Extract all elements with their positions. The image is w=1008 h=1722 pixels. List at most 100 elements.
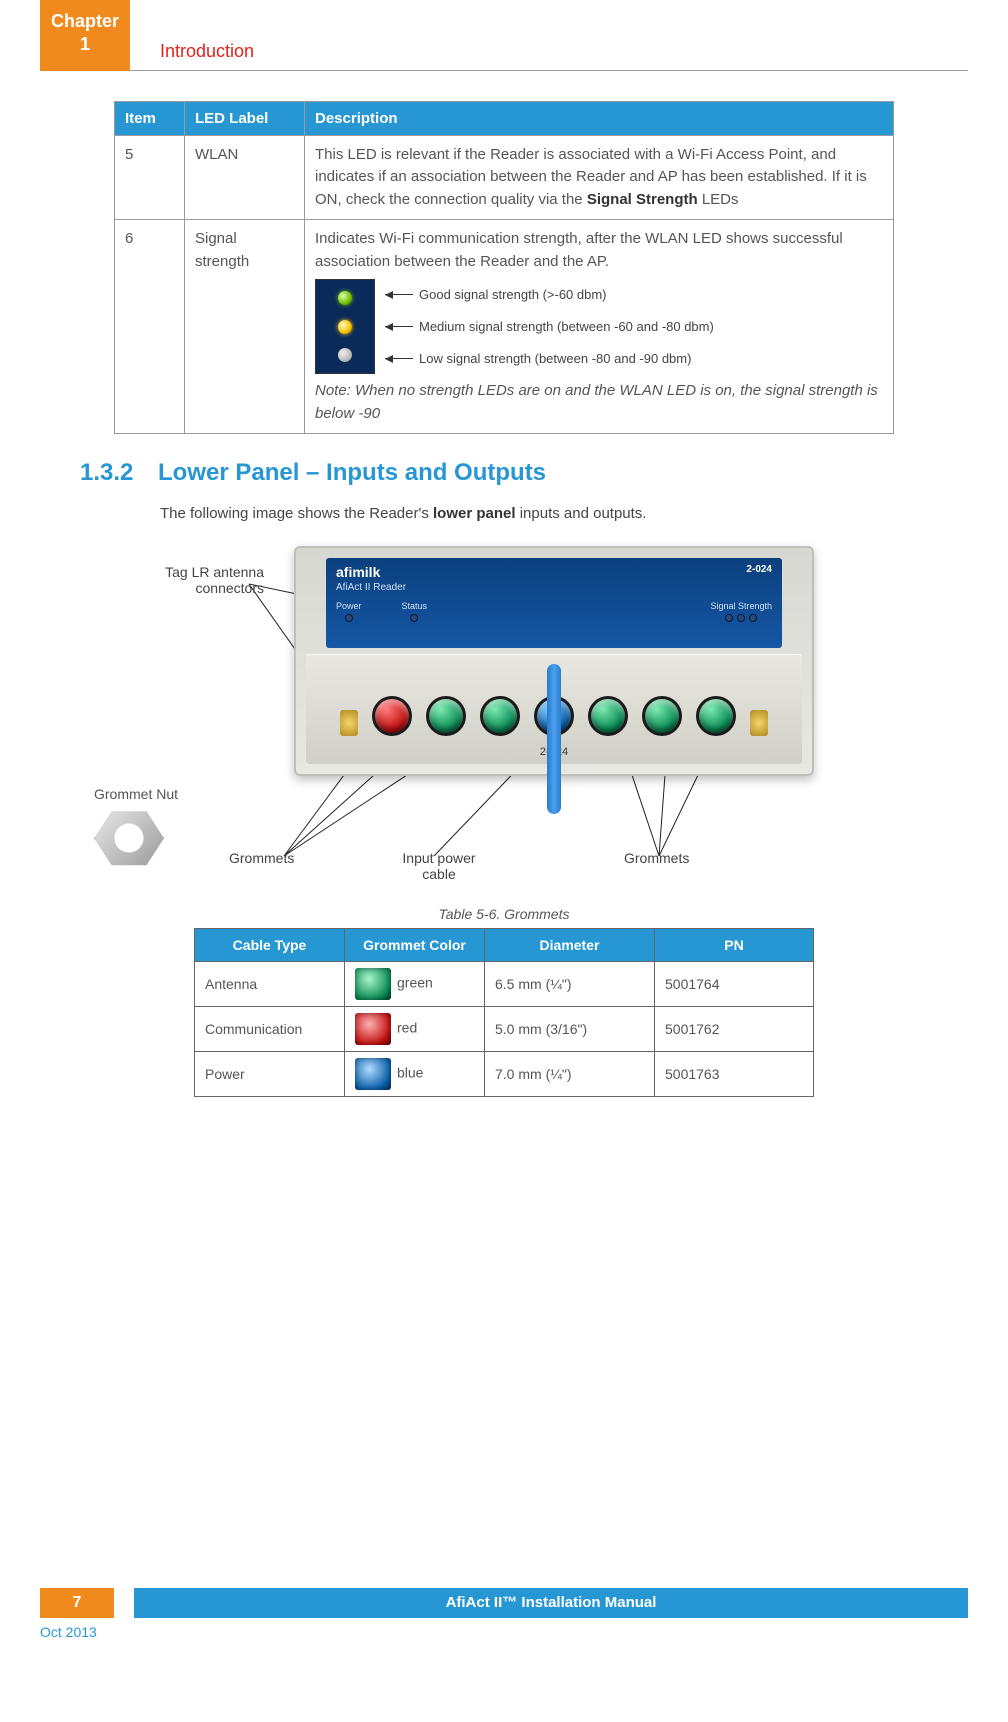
chapter-number: 1	[40, 33, 130, 56]
table-caption: Table 5-6. Grommets	[40, 906, 968, 922]
cell-cable-type: Antenna	[195, 962, 345, 1007]
col-led-label: LED Label	[185, 101, 305, 135]
mini-led-icon	[345, 614, 353, 622]
color-swatch-icon	[355, 1058, 391, 1090]
signal-led-image	[315, 279, 375, 374]
ann-grommet-nut: Grommet Nut	[94, 786, 178, 802]
led-yellow-icon	[338, 320, 352, 334]
signal-note: Note: When no strength LEDs are on and t…	[315, 380, 883, 425]
cell-item: 6	[115, 220, 185, 434]
cell-diameter: 7.0 mm (¼")	[485, 1052, 655, 1097]
signal-strength-diagram: Good signal strength (>-60 dbm) Medium s…	[315, 279, 883, 374]
intro-bold: lower panel	[433, 505, 516, 522]
device-top-panel: afimilk 2-024 AfiAct II Reader Power Sta…	[326, 558, 782, 648]
cell-description: Indicates Wi-Fi communication strength, …	[305, 220, 894, 434]
section-title: Lower Panel – Inputs and Outputs	[158, 459, 546, 486]
device-id-top: 2-024	[746, 564, 772, 575]
col-cable-type: Cable Type	[195, 929, 345, 962]
cell-description: This LED is relevant if the Reader is as…	[305, 135, 894, 220]
color-label: blue	[397, 1065, 423, 1081]
col-diameter: Diameter	[485, 929, 655, 962]
grommet-green	[588, 696, 628, 736]
led-off-icon	[338, 348, 352, 362]
table-row: Antenna green 6.5 mm (¼")5001764	[195, 962, 814, 1007]
color-label: green	[397, 975, 433, 991]
grommet-nut-block: Grommet Nut	[94, 786, 178, 868]
cell-grommet-color: red	[345, 1007, 485, 1052]
cell-grommet-color: blue	[345, 1052, 485, 1097]
col-pn: PN	[655, 929, 814, 962]
table-header-row: Item LED Label Description	[115, 101, 894, 135]
cell-grommet-color: green	[345, 962, 485, 1007]
grommets-table: Cable Type Grommet Color Diameter PN Ant…	[194, 928, 814, 1097]
grommet-green	[426, 696, 466, 736]
section-intro: The following image shows the Reader's l…	[160, 505, 968, 522]
intro-text: The following image shows the Reader's	[160, 505, 433, 522]
cell-diameter: 6.5 mm (¼")	[485, 962, 655, 1007]
sma-connector-left	[340, 710, 358, 736]
signal-good: Good signal strength (>-60 dbm)	[385, 285, 883, 305]
table-row: Power blue 7.0 mm (¼")5001763	[195, 1052, 814, 1097]
color-label: red	[397, 1020, 417, 1036]
cell-label: WLAN	[185, 135, 305, 220]
led-green-icon	[338, 291, 352, 305]
manual-title: AfiAct II™ Installation Manual	[134, 1588, 968, 1618]
grommet-green	[696, 696, 736, 736]
desc-text: LEDs	[698, 191, 739, 208]
signal-annotations: Good signal strength (>-60 dbm) Medium s…	[385, 279, 883, 374]
grommet-red	[372, 696, 412, 736]
ann-input-power: Input power cable	[394, 850, 484, 882]
ann-grommets-right: Grommets	[624, 850, 689, 866]
top-label-sig: Signal Strength	[710, 601, 772, 611]
color-swatch-icon	[355, 968, 391, 1000]
device-model: AfiAct II Reader	[336, 582, 772, 593]
col-grommet-color: Grommet Color	[345, 929, 485, 962]
section-heading: 1.3.2Lower Panel – Inputs and Outputs	[80, 459, 968, 487]
device-top-leds: Power Status Signal Strength	[336, 601, 772, 622]
signal-medium: Medium signal strength (between -60 and …	[385, 317, 883, 337]
table-row: 5 WLAN This LED is relevant if the Reade…	[115, 135, 894, 220]
section-label: Introduction	[130, 41, 968, 71]
cell-pn: 5001764	[655, 962, 814, 1007]
chapter-tab: Chapter 1	[40, 0, 130, 71]
sma-connector-right	[750, 710, 768, 736]
cell-cable-type: Power	[195, 1052, 345, 1097]
grommet-green	[480, 696, 520, 736]
top-label-power: Power	[336, 601, 362, 611]
cell-diameter: 5.0 mm (3/16")	[485, 1007, 655, 1052]
chapter-word: Chapter	[40, 10, 130, 33]
device-image: afimilk 2-024 AfiAct II Reader Power Sta…	[294, 546, 814, 776]
grommet-nut-image	[94, 808, 164, 868]
table-header-row: Cable Type Grommet Color Diameter PN	[195, 929, 814, 962]
cell-label: Signal strength	[185, 220, 305, 434]
color-swatch-icon	[355, 1013, 391, 1045]
desc-intro: Indicates Wi-Fi communication strength, …	[315, 228, 883, 273]
cell-pn: 5001763	[655, 1052, 814, 1097]
top-label-status: Status	[402, 601, 428, 611]
desc-bold: Signal Strength	[587, 191, 698, 208]
grommet-green	[642, 696, 682, 736]
mini-led-icon	[737, 614, 745, 622]
footer-date: Oct 2013	[40, 1624, 968, 1640]
led-table: Item LED Label Description 5 WLAN This L…	[114, 101, 894, 435]
ann-tag-lr: Tag LR antenna connectors	[154, 564, 264, 596]
page-header: Chapter 1 Introduction	[40, 0, 968, 71]
cell-item: 5	[115, 135, 185, 220]
lower-panel-diagram: afimilk 2-024 AfiAct II Reader Power Sta…	[94, 536, 914, 896]
page-footer: 7 AfiAct II™ Installation Manual Oct 201…	[0, 1588, 1008, 1640]
table-row: Communication red 5.0 mm (3/16")5001762	[195, 1007, 814, 1052]
cell-cable-type: Communication	[195, 1007, 345, 1052]
mini-led-icon	[725, 614, 733, 622]
ann-grommets-left: Grommets	[229, 850, 294, 866]
signal-low: Low signal strength (between -80 and -90…	[385, 349, 883, 369]
cell-pn: 5001762	[655, 1007, 814, 1052]
mini-led-icon	[410, 614, 418, 622]
mini-led-icon	[749, 614, 757, 622]
device-brand: afimilk	[336, 564, 380, 580]
col-item: Item	[115, 101, 185, 135]
intro-text: inputs and outputs.	[516, 505, 647, 522]
table-row: 6 Signal strength Indicates Wi-Fi commun…	[115, 220, 894, 434]
section-number: 1.3.2	[80, 459, 158, 487]
page-number: 7	[40, 1588, 114, 1618]
col-description: Description	[305, 101, 894, 135]
